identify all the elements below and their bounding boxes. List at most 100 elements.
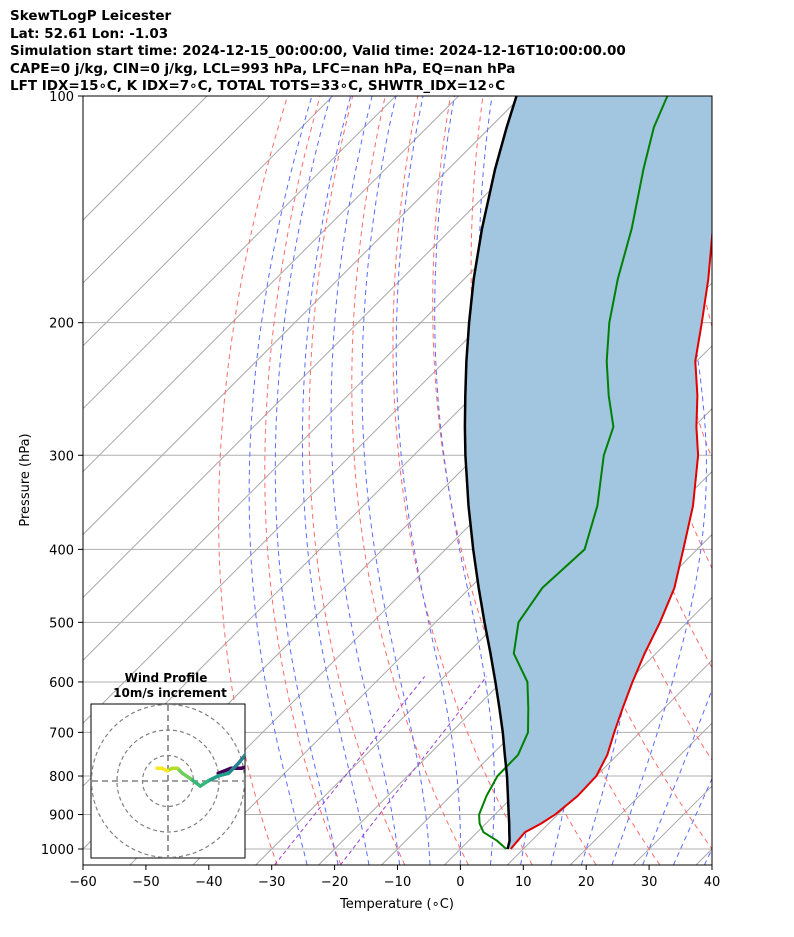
dry-adiabat-line [392, 96, 533, 865]
time-line: Simulation start time: 2024-12-15_00:00:… [10, 43, 626, 60]
isotherm-line [83, 96, 397, 410]
wind-barb [711, 823, 712, 825]
temperature-line [509, 224, 712, 850]
dry-adiabat-line [776, 96, 794, 865]
wind-barb [711, 708, 712, 709]
wind-barb [711, 776, 712, 777]
hodograph-segment [239, 765, 245, 770]
hodograph-segment [262, 745, 265, 753]
wind-barb [711, 426, 712, 428]
y-tick-label: 400 [49, 543, 74, 558]
wind-barb [711, 228, 712, 230]
wind-barb [711, 549, 712, 551]
axes: −60 −50 −40 −30 −20 −10 0 10 20 30 40 1000 900 800 700… [41, 90, 720, 890]
wind-barb [711, 455, 712, 457]
dry-adiabat-line [710, 96, 712, 116]
moist-adiabat-line [301, 96, 370, 865]
hodograph-segment [256, 740, 261, 743]
x-tick-label: 30 [641, 875, 658, 890]
wind-barb [711, 681, 712, 683]
inset-subtitle: 10m/s increment [113, 686, 227, 700]
moist-adiabat-line [672, 777, 712, 865]
isotherm-line [83, 96, 334, 347]
wind-barb [711, 622, 712, 624]
y-tick-label: 900 [49, 809, 74, 824]
x-tick-label: 0 [456, 875, 464, 890]
mixing-ratio-line [340, 676, 488, 865]
stability-line: CAPE=0 j/kg, CIN=0 j/kg, LCL=993 hPa, LF… [10, 60, 516, 77]
hodograph-segment [249, 743, 257, 751]
mixing-ratio-line [274, 676, 426, 865]
hodograph-segment [259, 753, 262, 761]
x-tick-label: 20 [578, 875, 595, 890]
wind-barb [711, 168, 712, 170]
isotherm-line [569, 722, 712, 865]
moist-adiabat-line [248, 96, 313, 865]
isotherm-line [83, 96, 271, 284]
x-tick-label: −20 [321, 875, 348, 890]
wind-barb [711, 361, 712, 362]
dry-adiabat-line [308, 96, 406, 865]
wind-barb [711, 840, 712, 841]
dry-adiabat-line [218, 96, 288, 865]
moist-adiabat-line [580, 96, 638, 865]
y-tick-label: 300 [49, 449, 74, 464]
wind-barb [711, 96, 712, 97]
hodograph-segment [216, 766, 233, 776]
hodograph-ring [90, 703, 246, 859]
cape-shaded-area [464, 96, 712, 849]
wind-barb [711, 814, 712, 816]
hodograph-segment [206, 774, 220, 783]
chart-header: SkewTLogP Leicester Lat: 52.61 Lon: -1.0… [10, 8, 626, 96]
y-tick-label: 200 [49, 317, 74, 332]
x-tick-label: −40 [195, 875, 222, 890]
x-tick-label: −60 [69, 875, 96, 890]
indices-line: LFT IDX=15∘C, K IDX=7∘C, TOTAL TOTS=33∘C… [10, 78, 506, 95]
plot-area [83, 96, 794, 865]
isotherm-line [83, 96, 585, 599]
moist-adiabat-line [434, 96, 495, 865]
x-tick-label: −10 [384, 875, 411, 890]
location-line: Lat: 52.61 Lon: -1.03 [10, 25, 169, 42]
y-tick-label: 600 [49, 676, 74, 691]
wind-profile-inset: Wind Profile 10m/s increment [90, 671, 265, 859]
isotherm-line [83, 96, 459, 473]
hodograph-segment [188, 776, 203, 788]
dry-adiabat-line [351, 96, 470, 865]
moist-adiabat-line [361, 96, 431, 865]
dry-adiabat-line [744, 96, 794, 865]
hodograph-segment [251, 761, 259, 766]
y-tick-label: 500 [49, 616, 74, 631]
wind-barb [711, 505, 712, 507]
isotherm-line [83, 96, 522, 536]
moist-adiabat-line [395, 96, 461, 865]
dewpoint-line [478, 96, 669, 850]
y-tick-label: 800 [49, 770, 74, 785]
wind-barb [711, 587, 712, 589]
moist-adiabat-line [330, 96, 400, 865]
x-tick-label: 40 [704, 875, 721, 890]
x-tick-label: −30 [258, 875, 285, 890]
wind-barb [711, 795, 712, 797]
moist-adiabat-line [611, 96, 707, 865]
wind-barb [711, 832, 712, 833]
hodograph-segment [236, 752, 245, 765]
hodograph-trace [155, 740, 265, 788]
wind-barb [711, 127, 712, 128]
moist-adiabat-line [703, 847, 712, 865]
wind-barb [711, 653, 712, 655]
wind-barb [711, 322, 712, 324]
y-tick-label: 100 [49, 90, 74, 105]
hodograph-segment [216, 771, 231, 778]
hodograph-segment [226, 761, 241, 776]
x-tick-label: 10 [515, 875, 532, 890]
x-axis-label: Temperature (∘C) [339, 897, 454, 912]
y-tick-label: 700 [49, 726, 74, 741]
chart-title: SkewTLogP Leicester [10, 8, 172, 24]
wind-barb [711, 732, 712, 734]
moist-adiabat-line [642, 688, 712, 865]
x-tick-label: −50 [132, 875, 159, 890]
y-tick-label: 1000 [41, 843, 74, 858]
inset-title: Wind Profile [125, 671, 208, 685]
